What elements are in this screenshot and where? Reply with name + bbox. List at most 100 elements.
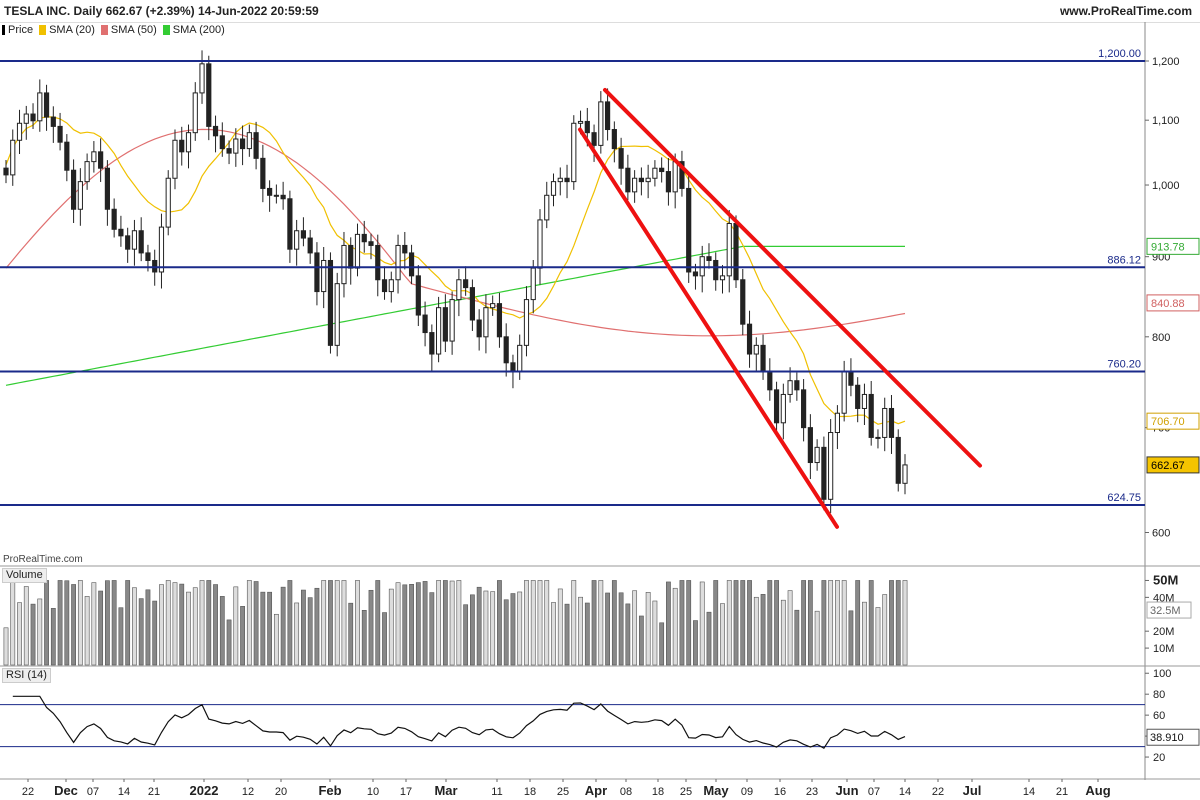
- price-tick-label: 800: [1152, 332, 1170, 344]
- legend-sma200-label: SMA (200): [172, 24, 225, 36]
- candle-body: [773, 389, 780, 424]
- candle-body: [902, 464, 908, 484]
- volume-last-value-box: [1146, 601, 1192, 619]
- chart-title: TESLA INC. Daily 662.67 (+2.39%) 14-Jun-…: [4, 4, 319, 18]
- candle-body: [604, 101, 611, 131]
- volume-bar: [118, 607, 124, 666]
- price-legend: Price SMA (20) SMA (50) SMA (200): [2, 23, 225, 37]
- volume-bar: [355, 580, 360, 666]
- time-tick-label: 14: [118, 786, 130, 798]
- volume-bar: [855, 580, 861, 666]
- candle-body: [30, 113, 36, 122]
- volume-bar: [348, 602, 354, 666]
- volume-bar: [125, 580, 131, 666]
- candle-body: [537, 219, 543, 269]
- candle-body: [584, 120, 590, 134]
- volume-bar: [314, 587, 320, 666]
- candle-body: [672, 161, 678, 193]
- volume-bar: [104, 580, 110, 666]
- volume-bar: [415, 582, 421, 666]
- volume-bar: [483, 590, 489, 666]
- legend-sma200[interactable]: SMA (200): [162, 24, 225, 36]
- candle-body: [239, 138, 246, 150]
- volume-bar: [503, 599, 509, 666]
- volume-bar: [693, 620, 698, 666]
- site-url[interactable]: www.ProRealTime.com: [1059, 4, 1192, 18]
- volume-bar: [429, 592, 435, 666]
- candle-body: [98, 151, 104, 169]
- time-tick-label: 14: [899, 786, 911, 798]
- volume-bar: [774, 580, 779, 666]
- candle-body: [625, 167, 631, 193]
- volume-bar: [611, 580, 617, 666]
- volume-bar: [895, 580, 901, 666]
- volume-bar: [37, 598, 43, 666]
- time-tick-label: 17: [400, 786, 412, 798]
- level-label: 886.12: [1107, 254, 1141, 266]
- volume-bar: [638, 615, 644, 666]
- volume-bar: [436, 580, 441, 666]
- rsi-tick-label: 80: [1153, 689, 1165, 701]
- volume-bar: [395, 582, 401, 666]
- sma200-last-value-box: [1146, 237, 1200, 255]
- candle-body: [300, 230, 307, 239]
- volume-bar: [821, 580, 827, 666]
- candle-body: [780, 393, 786, 424]
- legend-sma20-label: SMA (20): [49, 24, 95, 36]
- time-tick-label: 16: [774, 786, 786, 798]
- candle-body: [794, 380, 800, 391]
- time-tick-label: 22: [932, 786, 944, 798]
- volume-bar: [409, 584, 414, 666]
- candle-body: [179, 139, 185, 153]
- time-tick-label: 2022: [190, 783, 219, 798]
- volume-bar: [841, 580, 847, 666]
- volume-bar: [273, 613, 279, 666]
- volume-bar: [476, 586, 482, 666]
- legend-price[interactable]: Price: [2, 24, 33, 36]
- legend-sma50[interactable]: SMA (50): [100, 24, 157, 36]
- volume-bar: [260, 591, 266, 666]
- volume-bar: [186, 591, 191, 666]
- candle-body: [659, 167, 665, 173]
- rsi-last-value-box: [1146, 728, 1200, 746]
- volume-bar: [551, 602, 556, 666]
- volume-bar: [807, 580, 813, 666]
- sma200-line: [5, 245, 905, 386]
- candle-body: [314, 252, 320, 293]
- candle-body: [375, 244, 381, 281]
- volume-bar: [530, 580, 536, 666]
- candle-body: [496, 303, 503, 338]
- candle-body: [253, 132, 259, 159]
- candle-body: [834, 412, 841, 434]
- level-label: 760.20: [1107, 359, 1141, 371]
- candle-body: [185, 132, 192, 153]
- candle-body: [152, 259, 158, 273]
- candle-body: [260, 157, 266, 189]
- volume-bar: [64, 580, 70, 666]
- time-tick-label: 20: [275, 786, 287, 798]
- legend-sma20[interactable]: SMA (20): [39, 24, 95, 36]
- candle-body: [165, 177, 171, 228]
- volume-bar: [666, 581, 671, 666]
- candle-body: [23, 113, 29, 124]
- volume-bar: [760, 594, 766, 666]
- volume-bar: [145, 589, 151, 666]
- candle-body: [199, 63, 205, 94]
- volume-bar: [301, 589, 306, 666]
- sma200-last-value-label: 913.78: [1151, 241, 1185, 253]
- volume-bar: [57, 580, 63, 666]
- volume-bar: [321, 580, 327, 666]
- candle-body: [138, 230, 144, 254]
- volume-bar: [213, 584, 218, 666]
- time-tick-label: Dec: [54, 783, 78, 798]
- sma20-last-value-box: [1146, 412, 1200, 430]
- candle-body: [692, 271, 699, 277]
- sma50-last-value-box: [1146, 294, 1200, 312]
- candle-body: [3, 167, 9, 176]
- time-tick-label: Jun: [835, 783, 858, 798]
- volume-bar: [889, 580, 894, 666]
- candle-body: [118, 228, 124, 237]
- candle-body: [557, 177, 563, 183]
- time-tick-label: 12: [242, 786, 254, 798]
